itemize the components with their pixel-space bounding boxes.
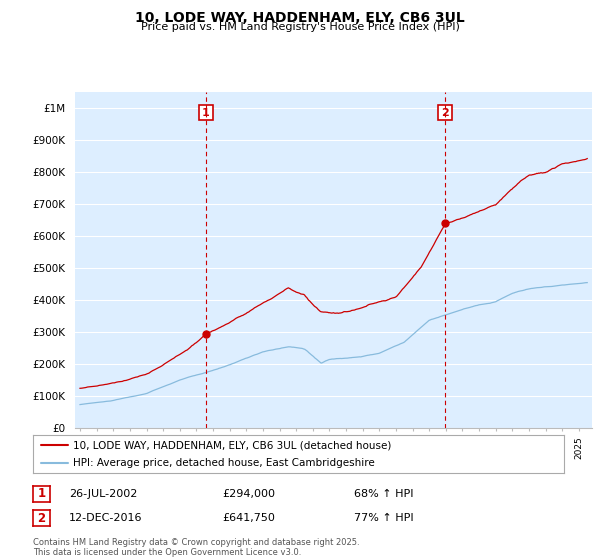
Text: Contains HM Land Registry data © Crown copyright and database right 2025.
This d: Contains HM Land Registry data © Crown c… xyxy=(33,538,359,557)
Text: HPI: Average price, detached house, East Cambridgeshire: HPI: Average price, detached house, East… xyxy=(73,458,374,468)
Text: 2: 2 xyxy=(37,511,46,525)
Text: 2: 2 xyxy=(441,108,449,118)
Text: 1: 1 xyxy=(202,108,210,118)
Text: 10, LODE WAY, HADDENHAM, ELY, CB6 3UL: 10, LODE WAY, HADDENHAM, ELY, CB6 3UL xyxy=(135,11,465,25)
Text: 77% ↑ HPI: 77% ↑ HPI xyxy=(354,513,413,523)
Text: 26-JUL-2002: 26-JUL-2002 xyxy=(69,489,137,499)
Text: 1: 1 xyxy=(37,487,46,501)
Text: £641,750: £641,750 xyxy=(222,513,275,523)
Text: 12-DEC-2016: 12-DEC-2016 xyxy=(69,513,143,523)
Text: 10, LODE WAY, HADDENHAM, ELY, CB6 3UL (detached house): 10, LODE WAY, HADDENHAM, ELY, CB6 3UL (d… xyxy=(73,440,391,450)
Text: Price paid vs. HM Land Registry's House Price Index (HPI): Price paid vs. HM Land Registry's House … xyxy=(140,22,460,32)
Text: 68% ↑ HPI: 68% ↑ HPI xyxy=(354,489,413,499)
Text: £294,000: £294,000 xyxy=(222,489,275,499)
